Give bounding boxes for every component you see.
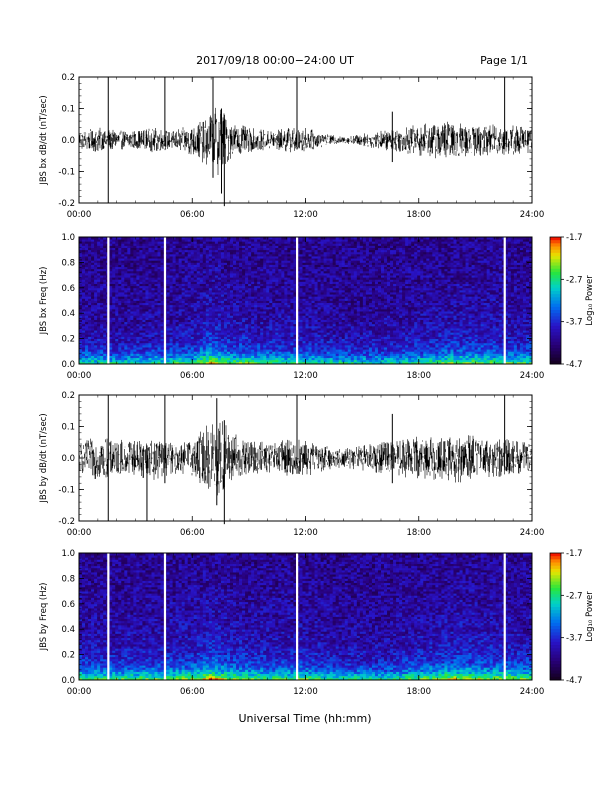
colorbar-label: Log₁₀ Power [585, 591, 595, 642]
y-axis-title: JBS bx dB/dt (nT/sec) [39, 95, 49, 185]
x-tick-label: 12:00 [293, 210, 318, 220]
x-tick-label: 06:00 [180, 687, 205, 697]
y-tick-label: 0.8 [61, 258, 75, 268]
y-tick-label: 0.4 [61, 309, 75, 319]
y-tick-label: 0.0 [61, 676, 75, 686]
colorbar-tick-label: -3.7 [566, 318, 583, 328]
waveform-trace [78, 107, 533, 175]
x-tick-label: 24:00 [520, 687, 545, 697]
y-tick-label: 1.0 [61, 233, 75, 243]
x-tick-label: 12:00 [293, 528, 318, 538]
x-tick-label: 24:00 [520, 528, 545, 538]
colorbar-tick-label: -2.7 [566, 591, 583, 601]
colorbar-tick-label: -4.7 [566, 360, 583, 370]
x-tick-label: 06:00 [180, 210, 205, 220]
x-tick-label: 00:00 [67, 371, 92, 381]
data-gap [107, 237, 110, 364]
x-tick-label: 24:00 [520, 371, 545, 381]
y-tick-label: 0.1 [61, 423, 75, 433]
x-tick-label: 06:00 [180, 528, 205, 538]
figure-title: 2017/09/18 00:00−24:00 UT [196, 54, 354, 67]
x-tick-label: 00:00 [67, 687, 92, 697]
y-tick-label: 0.0 [61, 136, 75, 146]
bx-waveform-panel: -0.2 -0.1 0.0 0.1 0.2 00:00 06:00 12:00 18:00 24:… [39, 73, 544, 220]
data-gap [503, 237, 506, 364]
colorbar-tick-label: -1.7 [566, 233, 583, 243]
y-tick-label: 0.0 [61, 454, 75, 464]
colorbar-label: Log₁₀ Power [585, 275, 595, 326]
page-indicator: Page 1/1 [480, 54, 528, 67]
x-tick-label: 18:00 [407, 687, 432, 697]
data-gap [163, 553, 167, 680]
y-tick-label: 1.0 [61, 549, 75, 559]
colorbar: -1.7 -2.7 -3.7 -4.7 Log₁₀ Power [549, 549, 595, 686]
x-tick-label: 18:00 [407, 210, 432, 220]
x-tick-label: 12:00 [293, 371, 318, 381]
colorbar-tick-label: -4.7 [566, 676, 583, 686]
y-tick-label: -0.2 [58, 199, 75, 209]
y-tick-label: -0.1 [58, 486, 75, 496]
y-tick-label: 0.2 [61, 651, 75, 661]
colorbar-tick-label: -3.7 [566, 634, 583, 644]
x-tick-label: 00:00 [67, 528, 92, 538]
y-tick-label: 0.6 [61, 284, 75, 294]
x-tick-label: 12:00 [293, 687, 318, 697]
y-axis-title: JBS bx Freq (Hz) [39, 267, 49, 336]
y-tick-label: 0.2 [61, 335, 75, 345]
y-axis-title: JBS by Freq (Hz) [39, 583, 49, 652]
y-tick-label: 0.2 [61, 391, 75, 401]
y-tick-label: -0.1 [58, 168, 75, 178]
x-tick-label: 18:00 [407, 371, 432, 381]
colorbar: -1.7 -2.7 -3.7 -4.7 Log₁₀ Power [549, 233, 595, 370]
x-tick-label: 18:00 [407, 528, 432, 538]
y-axis-title: JBS by dB/dt (nT/sec) [39, 413, 49, 503]
x-tick-label: 24:00 [520, 210, 545, 220]
spectrogram-cells [79, 237, 533, 365]
y-tick-label: 0.8 [61, 574, 75, 584]
data-gap [107, 553, 110, 680]
x-axis-title: Universal Time (hh:mm) [239, 712, 372, 725]
y-tick-label: -0.2 [58, 517, 75, 527]
bx-spectrogram-panel: -1.7 -2.7 -3.7 -4.7 Log₁₀ Power 0.0 0.2 0.4 0.6 0… [39, 233, 595, 381]
y-tick-label: 0.0 [61, 360, 75, 370]
y-tick-label: 0.4 [61, 625, 75, 635]
x-tick-label: 00:00 [67, 210, 92, 220]
data-gap [296, 237, 299, 364]
data-gap [503, 553, 506, 680]
by-waveform-panel: -0.2 -0.1 0.0 0.1 0.2 00:00 06:00 12:00 18:00 24:… [39, 391, 544, 538]
spectrogram-cells [79, 553, 533, 681]
y-tick-label: 0.2 [61, 73, 75, 83]
x-tick-label: 06:00 [180, 371, 205, 381]
y-tick-label: 0.1 [61, 105, 75, 115]
data-gap [296, 553, 299, 680]
y-tick-label: 0.6 [61, 600, 75, 610]
data-gap [163, 237, 167, 364]
by-spectrogram-panel: -1.7 -2.7 -3.7 -4.7 Log₁₀ Power 0.0 0.2 0.4 0.6 0… [39, 549, 595, 697]
colorbar-tick-label: -2.7 [566, 275, 583, 285]
colorbar-tick-label: -1.7 [566, 549, 583, 559]
